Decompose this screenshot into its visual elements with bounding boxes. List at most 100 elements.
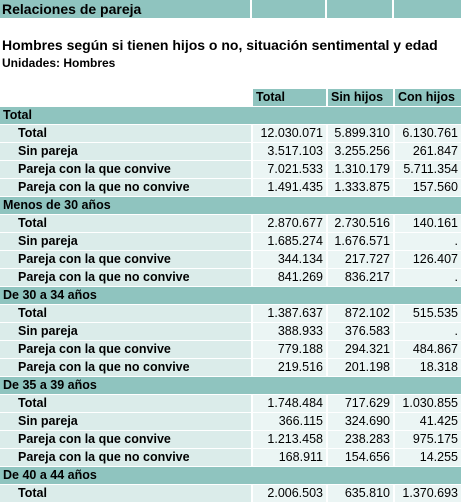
table-row: Total 1.387.637 872.102 515.535 [0, 304, 461, 323]
title-bar: Relaciones de pareja [0, 0, 461, 19]
table-row: Pareja con la que convive 344.134 217.727 1… [0, 250, 461, 269]
value-cell: 2.730.516 [327, 214, 395, 233]
section-row: De 35 a 39 años [0, 376, 461, 395]
row-label: Total [0, 304, 253, 323]
section-row: Total [0, 106, 461, 125]
section-label: De 40 a 44 años [0, 466, 461, 485]
row-label: Sin pareja [0, 232, 253, 251]
table-row: Pareja con la que no convive 219.516 201.1… [0, 358, 461, 377]
value-cell: 779.188 [252, 340, 328, 359]
table-row: Pareja con la que convive 779.188 294.321 4… [0, 340, 461, 359]
table-row: Total 12.030.071 5.899.310 6.130.761 [0, 124, 461, 143]
value-cell: 6.130.761 [394, 124, 461, 143]
section-row: De 40 a 44 años [0, 466, 461, 485]
value-cell: 324.690 [327, 412, 395, 431]
value-cell: 872.102 [327, 304, 395, 323]
value-cell: 1.685.274 [252, 232, 328, 251]
value-cell: 238.283 [327, 430, 395, 449]
value-cell: 1.491.435 [252, 178, 328, 197]
column-header-con-hijos[interactable]: Con hijos [394, 89, 461, 107]
value-cell: 157.560 [394, 178, 461, 197]
value-cell: 484.867 [394, 340, 461, 359]
value-cell: 344.134 [252, 250, 328, 269]
table-row: Pareja con la que convive 1.213.458 238.28… [0, 430, 461, 449]
value-cell: 376.583 [327, 322, 395, 341]
value-cell: 261.847 [394, 142, 461, 161]
value-cell: 41.425 [394, 412, 461, 431]
value-cell: 1.310.179 [327, 160, 395, 179]
value-cell: 717.629 [327, 394, 395, 413]
row-label: Pareja con la que no convive [0, 268, 253, 287]
value-cell: 294.321 [327, 340, 395, 359]
value-cell: 975.175 [394, 430, 461, 449]
section-label: Menos de 30 años [0, 196, 461, 215]
table-row: Pareja con la que no convive 841.269 836.2… [0, 268, 461, 287]
value-cell: 18.318 [394, 358, 461, 377]
section-row: De 30 a 34 años [0, 286, 461, 305]
value-cell: 2.006.503 [252, 484, 328, 503]
value-cell: 1.676.571 [327, 232, 395, 251]
value-cell: 12.030.071 [252, 124, 328, 143]
value-cell: 126.407 [394, 250, 461, 269]
value-cell: 841.269 [252, 268, 328, 287]
section-label: Total [0, 106, 461, 125]
section-row: Menos de 30 años [0, 196, 461, 215]
table-row: Sin pareja 388.933 376.583. [0, 322, 461, 341]
row-label: Sin pareja [0, 142, 253, 161]
title-bar-cell [252, 0, 327, 18]
table-row: Pareja con la que no convive 1.491.435 1.3… [0, 178, 461, 197]
table-row: Pareja con la que convive 7.021.533 1.310.… [0, 160, 461, 179]
value-cell: . [394, 232, 461, 251]
value-cell: 154.656 [327, 448, 395, 467]
value-cell: . [394, 268, 461, 287]
title-bar-cell [394, 0, 461, 18]
row-label: Total [0, 214, 253, 233]
value-cell: 388.933 [252, 322, 328, 341]
row-label: Pareja con la que no convive [0, 448, 253, 467]
value-cell: 5.899.310 [327, 124, 395, 143]
value-cell: 219.516 [252, 358, 328, 377]
data-table: Total Sin hijos Con hijos Total Total 12.0… [0, 89, 461, 503]
table-row: Sin pareja 366.115 324.690 41.425 [0, 412, 461, 431]
value-cell: 1.030.855 [394, 394, 461, 413]
section-label: De 30 a 34 años [0, 286, 461, 305]
value-cell: 1.370.693 [394, 484, 461, 503]
table-subtitle: Hombres según si tienen hijos o no, situ… [2, 37, 438, 53]
value-cell: 140.161 [394, 214, 461, 233]
column-header-sin-hijos[interactable]: Sin hijos [327, 89, 395, 107]
table-row: Sin pareja 3.517.103 3.255.256 261.847 [0, 142, 461, 161]
page-title: Relaciones de pareja [0, 0, 252, 18]
value-cell: 201.198 [327, 358, 395, 377]
value-cell: 3.255.256 [327, 142, 395, 161]
units-label: Unidades: Hombres [2, 56, 116, 70]
row-label: Pareja con la que no convive [0, 358, 253, 377]
value-cell: 1.748.484 [252, 394, 328, 413]
header-row: Total Sin hijos Con hijos [0, 89, 461, 107]
row-label: Total [0, 394, 253, 413]
row-label: Pareja con la que convive [0, 340, 253, 359]
value-cell: 1.387.637 [252, 304, 328, 323]
value-cell: 366.115 [252, 412, 328, 431]
row-label: Pareja con la que no convive [0, 178, 253, 197]
table-row: Total 2.006.503 635.810 1.370.693 [0, 484, 461, 503]
table-row: Sin pareja 1.685.274 1.676.571. [0, 232, 461, 251]
value-cell: 1.213.458 [252, 430, 328, 449]
title-bar-cell [327, 0, 394, 18]
value-cell: 1.333.875 [327, 178, 395, 197]
table-row: Total 1.748.484 717.629 1.030.855 [0, 394, 461, 413]
value-cell: 14.255 [394, 448, 461, 467]
value-cell: . [394, 322, 461, 341]
table-row: Total 2.870.677 2.730.516 140.161 [0, 214, 461, 233]
row-label: Pareja con la que convive [0, 250, 253, 269]
row-label: Pareja con la que convive [0, 430, 253, 449]
value-cell: 217.727 [327, 250, 395, 269]
row-label: Total [0, 124, 253, 143]
column-header-total[interactable]: Total [252, 89, 328, 107]
value-cell: 635.810 [327, 484, 395, 503]
row-label: Pareja con la que convive [0, 160, 253, 179]
row-label: Sin pareja [0, 322, 253, 341]
table-row: Pareja con la que no convive 168.911 154.6… [0, 448, 461, 467]
row-label: Sin pareja [0, 412, 253, 431]
row-label: Total [0, 484, 253, 503]
value-cell: 7.021.533 [252, 160, 328, 179]
